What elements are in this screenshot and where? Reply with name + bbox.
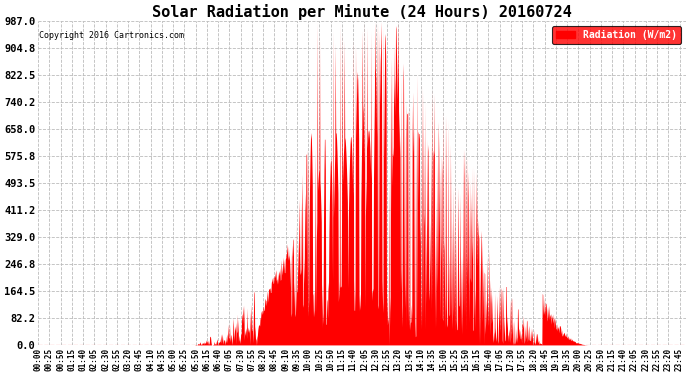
Legend: Radiation (W/m2): Radiation (W/m2) (552, 26, 681, 44)
Text: Copyright 2016 Cartronics.com: Copyright 2016 Cartronics.com (39, 31, 184, 40)
Title: Solar Radiation per Minute (24 Hours) 20160724: Solar Radiation per Minute (24 Hours) 20… (152, 4, 572, 20)
